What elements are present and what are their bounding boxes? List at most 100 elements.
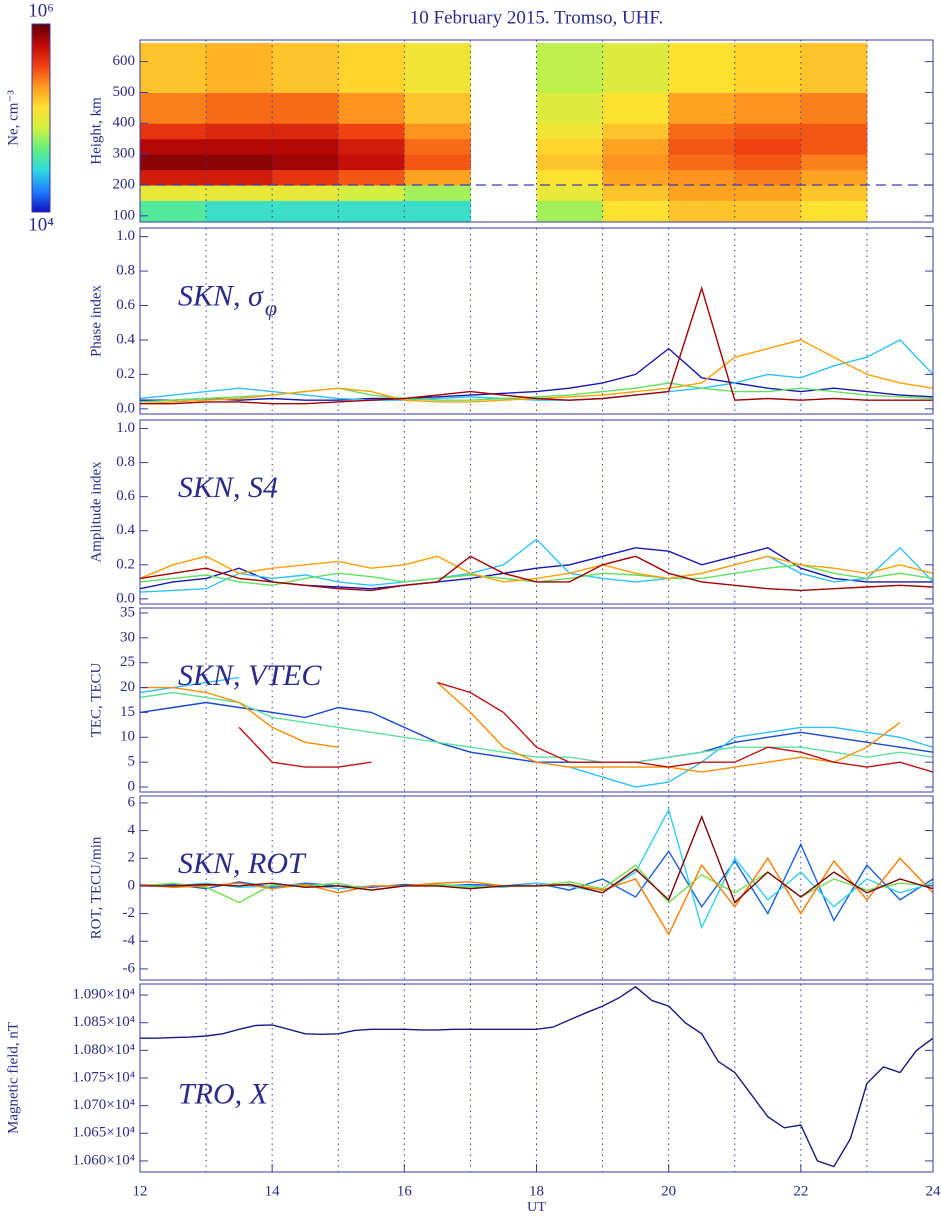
heat-cell	[338, 154, 405, 171]
panel-annotation-sub: φ	[265, 296, 277, 321]
colorbar-title: Ne, cm⁻³	[5, 90, 21, 146]
y-tick-label: 1.070×10⁴	[73, 1097, 135, 1113]
heat-cell	[536, 138, 604, 155]
heat-cell	[602, 92, 670, 124]
series-line	[140, 347, 933, 401]
x-tick-label: 16	[397, 1183, 413, 1199]
heat-cell	[668, 184, 736, 201]
panel-frame	[139, 607, 934, 793]
series-line	[140, 682, 901, 773]
heat-cell	[140, 123, 207, 140]
heat-cell	[206, 169, 273, 186]
panel-annotation: SKN, σ	[178, 280, 264, 313]
y-tick-label: 5	[128, 754, 136, 770]
series-line	[140, 555, 933, 592]
heat-cell	[206, 123, 273, 140]
heat-cell	[140, 169, 207, 186]
y-tick-label: 2	[128, 850, 136, 866]
heat-cell	[668, 154, 736, 171]
y-tick-label: 0.8	[116, 454, 135, 470]
heat-cell	[404, 184, 471, 201]
heat-cell	[272, 169, 339, 186]
y-tick-label: 10	[120, 729, 135, 745]
y-tick-label: 1.0	[116, 228, 135, 244]
heat-cell	[404, 200, 471, 222]
y-tick-label: 0.4	[116, 522, 135, 538]
heat-cell	[338, 200, 405, 222]
series-line	[140, 339, 933, 401]
heat-cell	[800, 123, 868, 140]
y-tick-label: 15	[120, 704, 135, 720]
heat-cell	[140, 154, 207, 171]
heat-cell	[338, 92, 405, 124]
panel-annotation: TRO, X	[178, 1078, 270, 1111]
heat-cell	[338, 169, 405, 186]
x-tick-label: 14	[265, 1183, 281, 1199]
y-tick-label: 200	[113, 176, 136, 192]
y-axis-title: ROT, TECU/min	[88, 836, 104, 939]
heat-cell	[536, 169, 604, 186]
y-tick-label: 0.6	[116, 488, 135, 504]
heat-cell	[602, 123, 670, 140]
panel-plot	[140, 984, 933, 1172]
heat-cell	[272, 92, 339, 124]
series-line	[140, 985, 933, 1168]
heat-cell	[668, 43, 736, 93]
y-tick-label: 300	[113, 146, 136, 162]
y-tick-label: 1.060×10⁴	[73, 1152, 135, 1168]
heat-cell	[602, 43, 670, 93]
y-tick-label: 6	[128, 794, 136, 810]
heat-cell	[536, 123, 604, 140]
heat-cell	[800, 184, 868, 201]
heat-cell	[734, 138, 802, 155]
y-tick-label: -6	[123, 960, 136, 976]
panel-plot	[140, 228, 933, 414]
y-tick-label: 20	[120, 679, 135, 695]
heat-cell	[734, 154, 802, 171]
series-line	[140, 676, 933, 788]
heat-cell	[404, 138, 471, 155]
heat-cell	[338, 184, 405, 201]
heat-cell	[140, 43, 207, 93]
series-line	[140, 691, 933, 763]
heat-cell	[536, 200, 604, 222]
panel-frame	[139, 795, 934, 981]
panel-frame	[139, 39, 934, 223]
x-tick-label: 22	[793, 1183, 808, 1199]
heat-cell	[536, 92, 604, 124]
heat-cell	[272, 43, 339, 93]
y-tick-label: 1.080×10⁴	[73, 1042, 135, 1058]
heat-cell	[602, 200, 670, 222]
heat-cell	[206, 184, 273, 201]
heat-cell	[668, 169, 736, 186]
panel-frame	[139, 227, 934, 415]
heat-cell	[734, 43, 802, 93]
heat-cell	[272, 154, 339, 171]
heat-cell	[734, 169, 802, 186]
y-axis-title: TEC, TECU	[88, 662, 104, 737]
heat-cell	[206, 138, 273, 155]
colorbar-label: 10⁶	[28, 0, 54, 21]
y-tick-label: -4	[123, 933, 136, 949]
y-tick-label: 4	[128, 822, 136, 838]
heat-cell	[734, 92, 802, 124]
y-tick-label: 25	[120, 654, 135, 670]
heat-cell	[668, 200, 736, 222]
colorbar-label: 10⁴	[28, 214, 54, 235]
heat-cell	[140, 138, 207, 155]
colorbar	[31, 23, 51, 213]
y-tick-label: -2	[123, 905, 136, 921]
y-tick-label: 35	[120, 604, 135, 620]
y-tick-label: 400	[113, 115, 136, 131]
heat-cell	[272, 200, 339, 222]
y-tick-label: 0	[128, 877, 136, 893]
heat-cell	[206, 92, 273, 124]
heat-cell	[338, 43, 405, 93]
series-line	[140, 555, 933, 583]
heat-cell	[734, 200, 802, 222]
panel-plot	[140, 40, 868, 222]
heat-cell	[140, 92, 207, 124]
y-tick-label: 1.0	[116, 420, 135, 436]
